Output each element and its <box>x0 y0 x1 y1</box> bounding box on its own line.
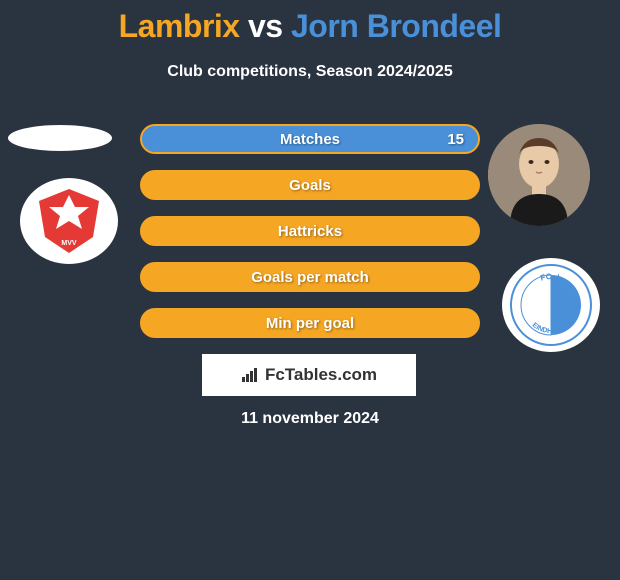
mvv-badge-icon: MVV <box>33 185 105 257</box>
subtitle: Club competitions, Season 2024/2025 <box>0 63 620 81</box>
stat-row-min-per-goal: Min per goal <box>140 308 480 338</box>
stat-label: Hattricks <box>278 223 342 240</box>
stat-label: Goals <box>289 177 331 194</box>
player2-photo <box>488 124 590 226</box>
svg-text:MVV: MVV <box>61 240 77 247</box>
eindhoven-badge-icon: FC ★ EINDHOVEN <box>509 263 593 347</box>
stat-row-hattricks: Hattricks <box>140 216 480 246</box>
branding-text: FcTables.com <box>265 365 377 385</box>
stat-value: 15 <box>447 131 464 148</box>
title-player1: Lambrix <box>119 8 240 44</box>
stat-row-goals-per-match: Goals per match <box>140 262 480 292</box>
player2-club-badge: FC ★ EINDHOVEN <box>502 258 600 352</box>
player1-photo-placeholder <box>8 125 112 151</box>
page-title: Lambrix vs Jorn Brondeel <box>0 0 620 45</box>
title-player2: Jorn Brondeel <box>291 8 501 44</box>
stat-row-goals: Goals <box>140 170 480 200</box>
stat-label: Min per goal <box>266 315 354 332</box>
stat-label: Goals per match <box>251 269 369 286</box>
stat-label: Matches <box>280 131 340 148</box>
stat-row-matches: Matches 15 <box>140 124 480 154</box>
branding: FcTables.com <box>202 354 416 396</box>
chart-icon <box>241 367 261 383</box>
date: 11 november 2024 <box>0 410 620 428</box>
player1-club-badge: MVV <box>20 178 118 264</box>
stats-container: Matches 15 Goals Hattricks Goals per mat… <box>140 124 480 354</box>
title-vs: vs <box>248 8 283 44</box>
